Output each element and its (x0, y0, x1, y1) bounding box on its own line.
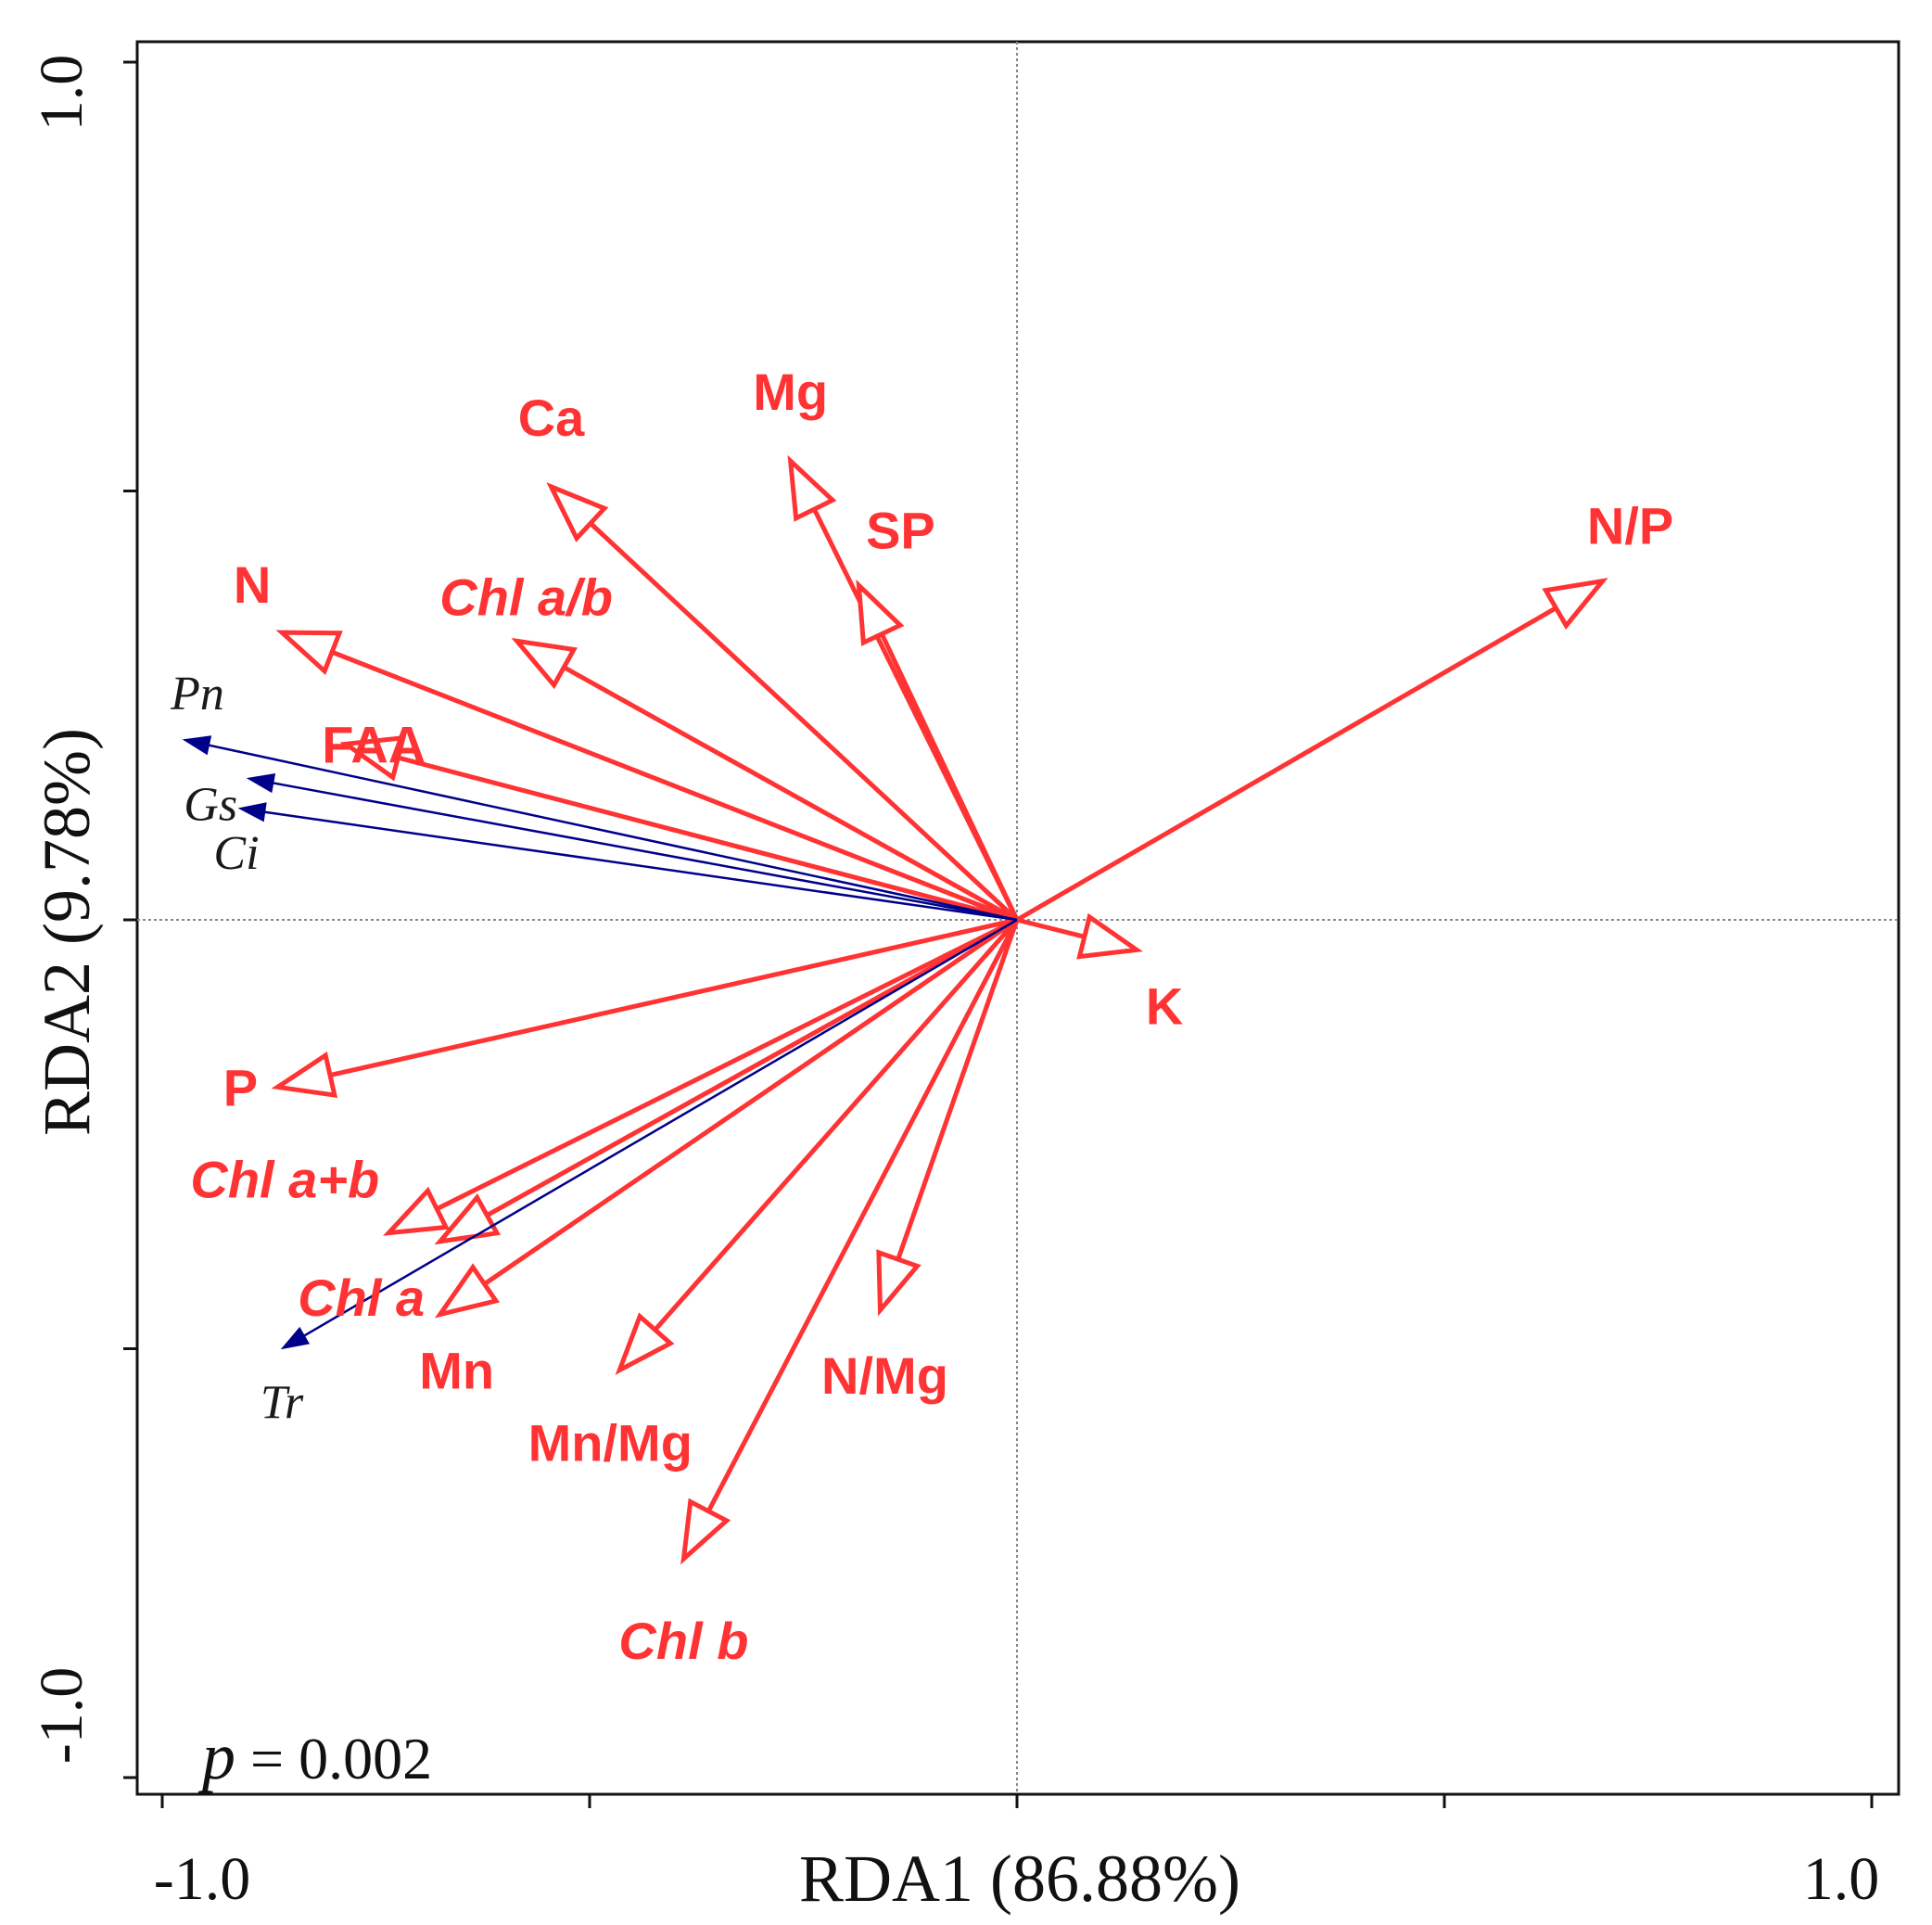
tick-marks (123, 60, 1874, 1808)
vector-arrowhead-mn (434, 1263, 501, 1319)
x-tick-label-min: -1.0 (154, 1845, 250, 1913)
vector-arrowhead-sp (856, 579, 905, 646)
p-value-annotation: p = 0.002 (197, 1719, 432, 1793)
vector-line-ci (264, 810, 1018, 922)
vector-label-chl-a-b: Chl a/b (439, 567, 613, 626)
vector-label-ca: Ca (518, 389, 585, 447)
vector-arrowhead-ci (237, 802, 267, 822)
vector-line-k (1016, 917, 1086, 939)
p-value-text: = 0.002 (250, 1726, 432, 1791)
x-tick-label-max: 1.0 (1803, 1845, 1880, 1913)
response-vectors (271, 454, 1608, 1565)
vector-line-gs (273, 782, 1018, 922)
vector-label-n-p: N/P (1587, 497, 1673, 555)
vector-label-n-mg: N/Mg (821, 1346, 948, 1405)
vector-label-faa: FAA (322, 715, 426, 773)
vector-line-chl-a (486, 917, 1019, 1217)
vector-label-mn-mg: Mn/Mg (528, 1414, 693, 1472)
vector-label-chl-b: Chl b (618, 1612, 748, 1670)
vector-arrowhead-k (1076, 912, 1143, 960)
vector-arrowhead-n (275, 630, 343, 676)
y-axis-title: RDA2 (9.78%) (30, 728, 104, 1136)
vector-line-chl-a-b (563, 665, 1019, 923)
vector-line-ca (589, 521, 1019, 922)
vector-arrowhead-tr (280, 1326, 311, 1350)
vector-arrowhead-p (271, 1052, 338, 1099)
vector-label-sp: SP (866, 501, 935, 559)
vector-line-mn (483, 917, 1019, 1286)
vector-arrowhead-n-p (1542, 578, 1608, 631)
vector-line-tr (303, 918, 1018, 1337)
vector-line-p (329, 917, 1018, 1078)
vector-label-gs: Gs (184, 778, 237, 831)
vector-arrowhead-pn (182, 735, 212, 756)
vector-line-mn-mg (653, 918, 1019, 1332)
vector-label-mn: Mn (419, 1342, 494, 1400)
vector-label-k: K (1146, 976, 1183, 1035)
y-tick-label-min: -1.0 (28, 1667, 95, 1764)
vector-label-chl-a: Chl a (298, 1268, 425, 1327)
vector-label-p: P (223, 1058, 258, 1116)
vector-line-n-p (1015, 606, 1557, 923)
vector-arrowhead-chl-a-plus-b (383, 1186, 450, 1236)
vector-line-sp (879, 632, 1020, 922)
vector-label-mg: Mg (753, 363, 828, 421)
vector-arrowhead-n-mg (876, 1249, 922, 1317)
vector-arrowhead-chl-a-b (511, 637, 578, 690)
x-axis-title: RDA1 (86.88%) (799, 1842, 1240, 1916)
vector-line-chl-a-plus-b (436, 917, 1019, 1211)
vector-arrowhead-chl-b (680, 1498, 731, 1565)
vector-line-n (331, 649, 1018, 923)
p-value-symbol: p (197, 1719, 235, 1793)
vector-label-tr: Tr (261, 1377, 304, 1430)
vector-arrowhead-faa (339, 734, 407, 782)
vector-line-n-mg (896, 919, 1020, 1260)
vector-arrowhead-ca (546, 482, 609, 542)
vector-arrowhead-mn-mg (615, 1312, 675, 1375)
vector-line-faa (397, 755, 1018, 923)
vector-line-chl-b (706, 918, 1020, 1512)
vector-label-ci: Ci (213, 827, 259, 880)
vector-label-pn: Pn (170, 668, 224, 720)
explanatory-vectors (182, 735, 1018, 1350)
vector-label-chl-a-plus-b: Chl a+b (190, 1151, 379, 1209)
vector-label-n: N (234, 555, 271, 614)
y-tick-label-max: 1.0 (28, 55, 95, 132)
vector-arrowhead-gs (246, 772, 276, 794)
vector-line-pn (209, 744, 1018, 922)
vector-arrowhead-mg (787, 454, 837, 522)
vector-labels: N/P Mg SP Ca Chl a/b N FAA K P Chl a+b Chl a Mn Mn/M… (170, 363, 1673, 1670)
